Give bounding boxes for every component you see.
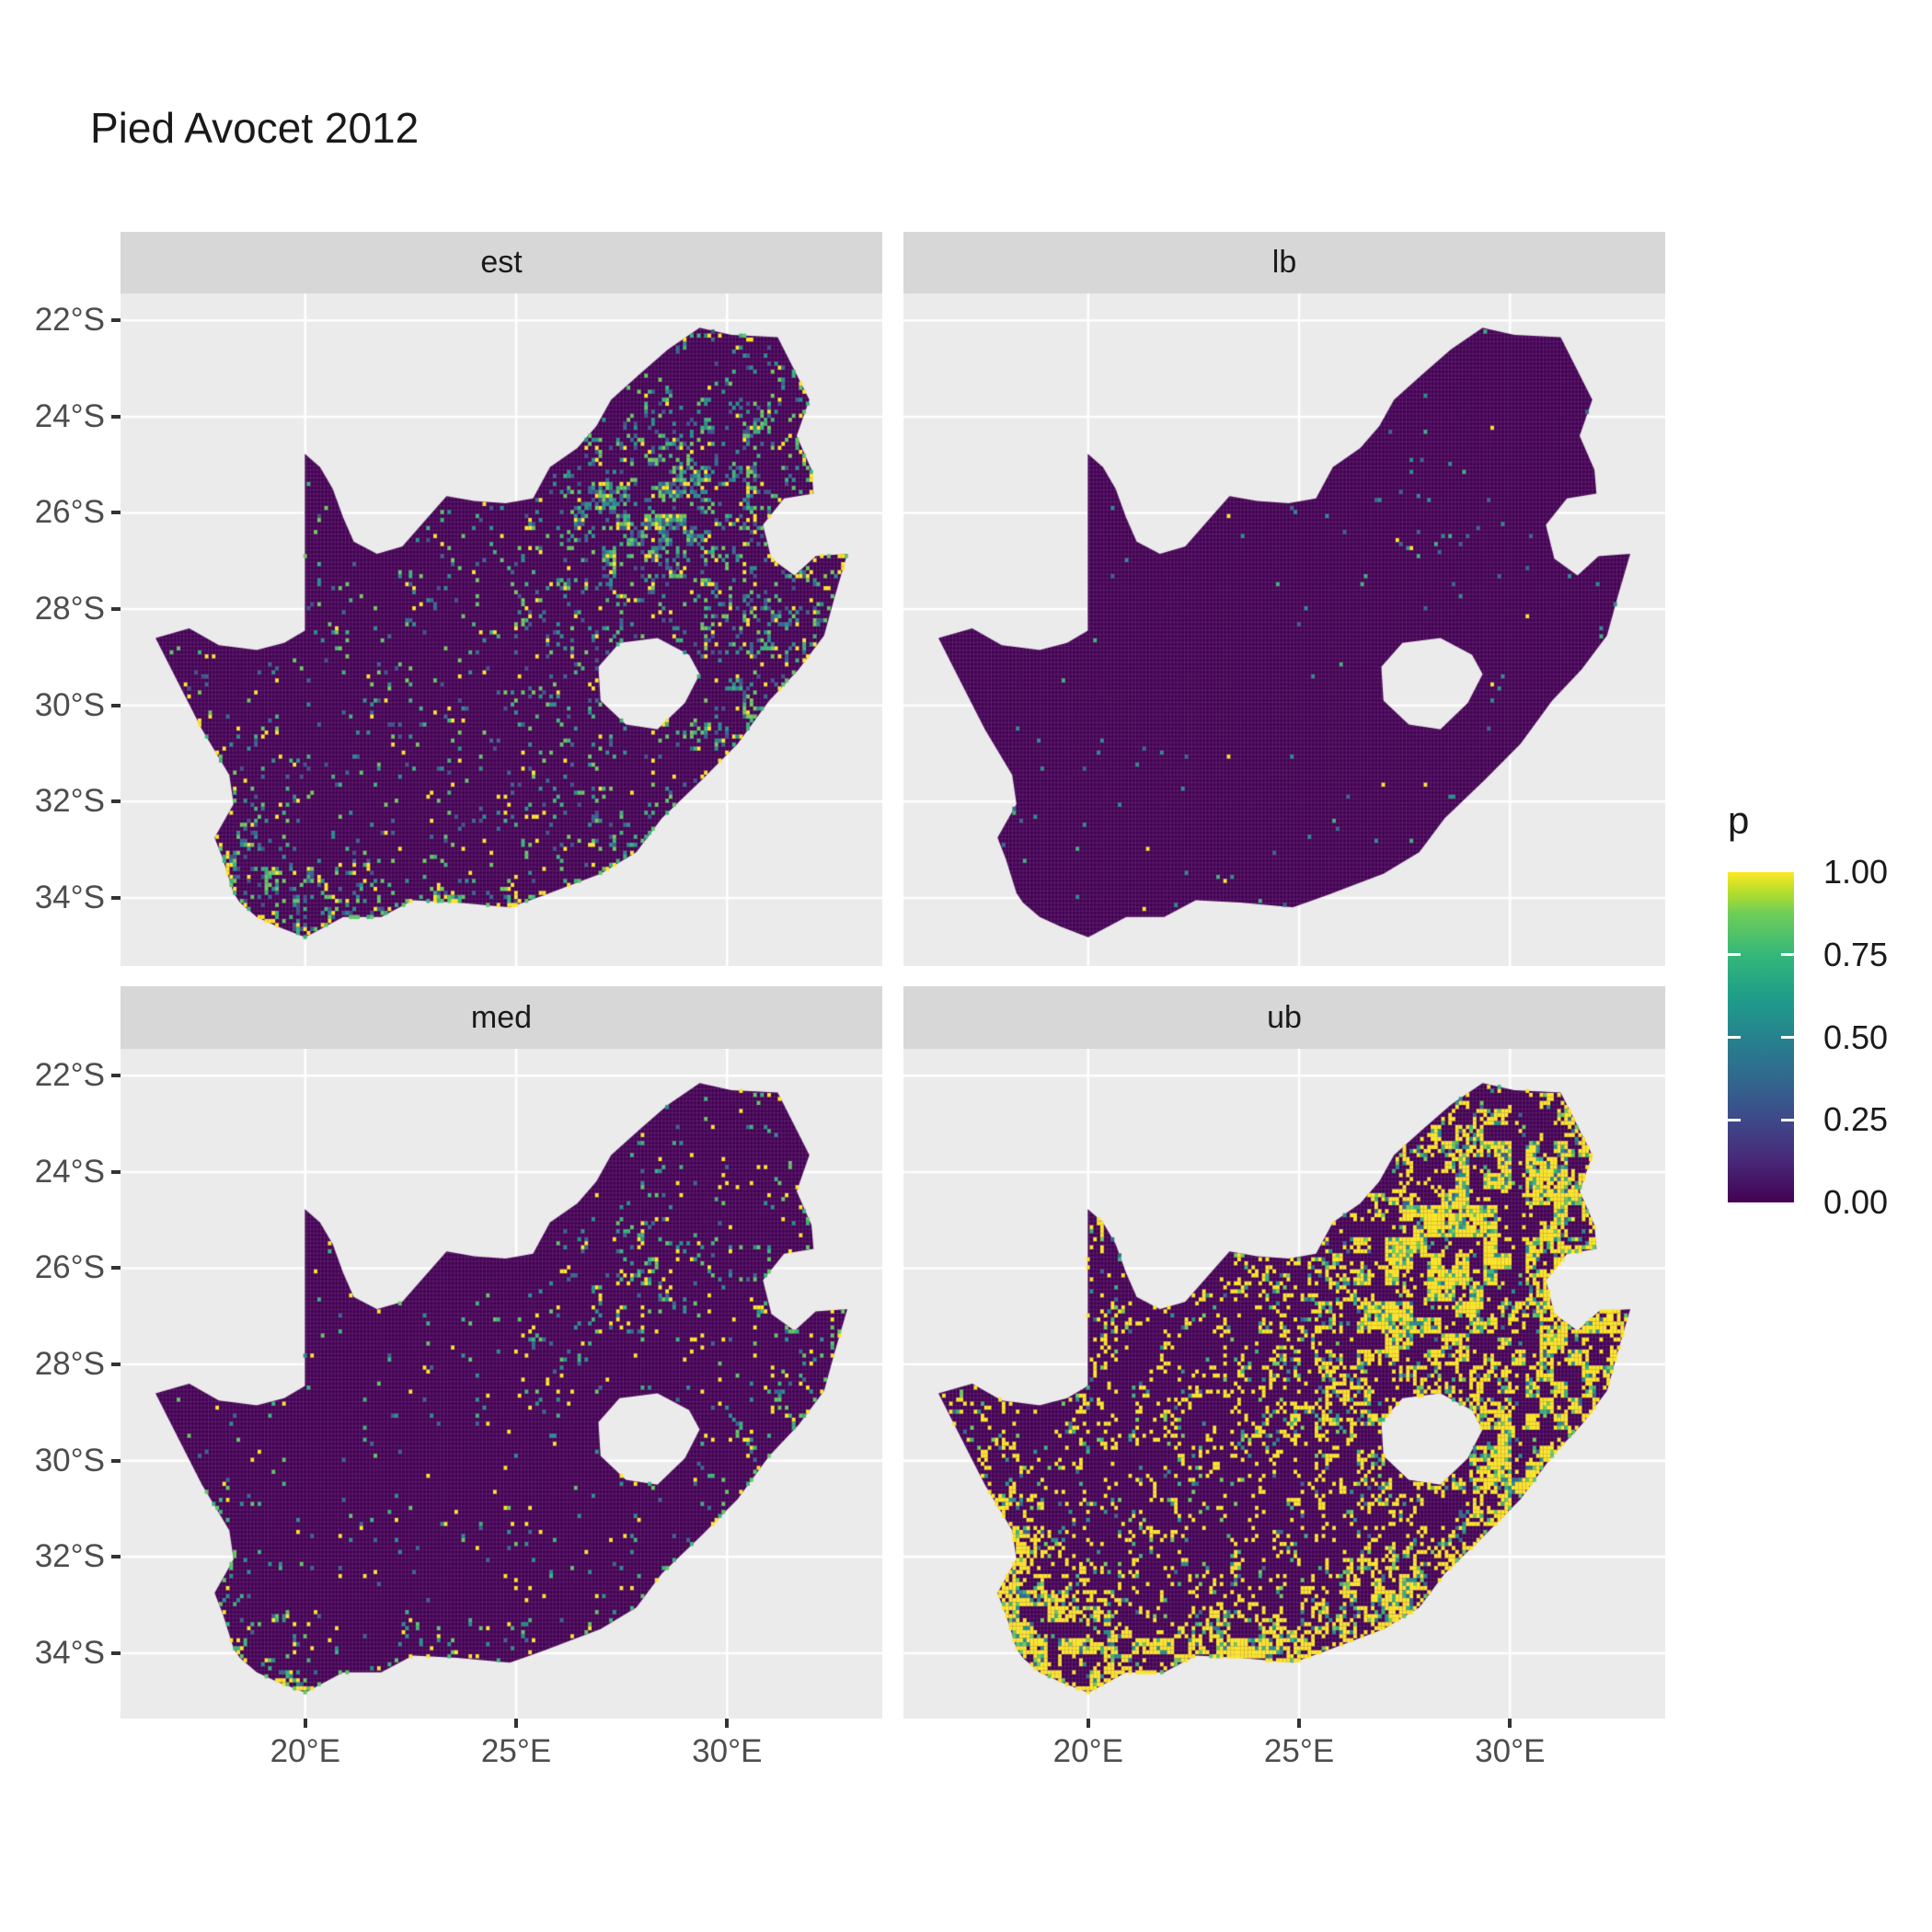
x-tick-mark — [725, 1719, 730, 1728]
plot-title: Pied Avocet 2012 — [90, 104, 420, 152]
y-axis-label: 32°S — [34, 1538, 105, 1575]
map-panel-med — [121, 1049, 882, 1719]
facet-strip-lb: lb — [903, 232, 1665, 293]
y-tick-mark — [111, 1074, 121, 1078]
legend-tick-notch — [1781, 1036, 1794, 1039]
facet-strip-label-est: est — [480, 245, 523, 280]
map-panel-ub — [903, 1049, 1665, 1719]
facet-strip-label-ub: ub — [1267, 999, 1302, 1035]
legend-tick-notch — [1781, 1118, 1794, 1121]
y-axis-label: 34°S — [34, 879, 105, 915]
y-axis-label: 30°S — [34, 1442, 105, 1478]
x-axis-label: 30°E — [692, 1733, 763, 1769]
x-tick-mark — [1086, 1719, 1090, 1728]
y-tick-mark — [111, 607, 121, 612]
legend-tick-notch — [1728, 953, 1741, 957]
y-tick-mark — [111, 1555, 121, 1559]
x-axis-label: 25°E — [1263, 1733, 1335, 1769]
map-panel-lb — [903, 293, 1665, 966]
y-tick-mark — [111, 1650, 121, 1655]
legend-tick-label: 0.50 — [1823, 1018, 1889, 1056]
y-axis-label: 22°S — [34, 302, 105, 339]
y-axis-label: 34°S — [34, 1634, 105, 1671]
y-tick-mark — [111, 1169, 121, 1174]
y-tick-mark — [111, 414, 121, 419]
y-tick-mark — [111, 1458, 121, 1463]
y-tick-mark — [111, 895, 121, 900]
x-axis-label: 20°E — [1052, 1733, 1123, 1769]
y-tick-mark — [111, 318, 121, 323]
x-tick-mark — [303, 1719, 307, 1728]
legend-tick-notch — [1728, 1118, 1741, 1121]
facet-strip-est: est — [121, 232, 882, 293]
y-tick-mark — [111, 511, 121, 515]
y-tick-mark — [111, 1266, 121, 1271]
x-tick-mark — [1297, 1719, 1302, 1728]
y-tick-mark — [111, 1363, 121, 1367]
y-axis-label: 28°S — [34, 591, 105, 627]
legend-tick-label: 0.00 — [1823, 1183, 1889, 1221]
legend-tick-notch — [1781, 953, 1794, 957]
x-axis-label: 25°E — [480, 1733, 552, 1769]
facet-strip-med: med — [121, 986, 882, 1049]
x-tick-mark — [514, 1719, 519, 1728]
y-axis-label: 24°S — [34, 1153, 105, 1190]
facet-strip-ub: ub — [903, 986, 1665, 1049]
y-tick-mark — [111, 799, 121, 804]
y-axis-label: 24°S — [34, 397, 105, 434]
x-axis-label: 20°E — [270, 1733, 340, 1769]
facet-strip-label-lb: lb — [1271, 245, 1297, 280]
facet-strip-label-med: med — [470, 999, 533, 1035]
y-axis-label: 32°S — [34, 783, 105, 820]
legend-tick-label: 0.75 — [1823, 935, 1889, 973]
x-axis-label: 30°E — [1475, 1733, 1546, 1769]
legend-tick-label: 1.00 — [1823, 853, 1889, 891]
x-tick-mark — [1508, 1719, 1512, 1728]
legend-tick-label: 0.25 — [1823, 1100, 1889, 1139]
map-panel-est — [121, 293, 882, 966]
legend-title: p — [1728, 799, 1750, 842]
y-axis-label: 26°S — [34, 494, 105, 531]
y-axis-label: 22°S — [34, 1057, 105, 1094]
legend-tick-notch — [1728, 1036, 1741, 1039]
y-tick-mark — [111, 703, 121, 707]
y-axis-label: 28°S — [34, 1346, 105, 1383]
y-axis-label: 26°S — [34, 1249, 105, 1286]
y-axis-label: 30°S — [34, 686, 105, 723]
